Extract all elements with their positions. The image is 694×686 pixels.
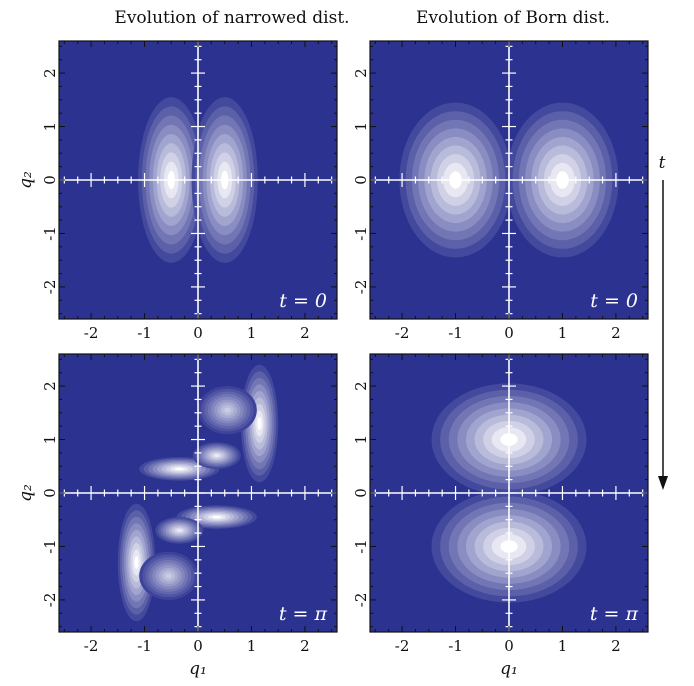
y-axis-label: q₂ <box>16 484 36 502</box>
y-tick-label: -2 <box>352 280 370 295</box>
contour-band <box>174 467 184 471</box>
density-lobe <box>176 505 257 529</box>
y-tick-label: 0 <box>41 175 59 185</box>
panel-time-label: t = 0 <box>279 290 327 312</box>
x-axis-label: q₁ <box>500 659 518 679</box>
panel-born-tpi: -2 -1 0 1 2 -2 -1 0 1 2 q₁ t = π <box>352 353 649 679</box>
time-axis: t <box>658 153 668 490</box>
y-axis-label: q₂ <box>16 171 36 189</box>
y-tick-label: 0 <box>41 488 59 498</box>
y-tick-label: 2 <box>41 68 59 78</box>
y-tick-label: 0 <box>352 488 370 498</box>
y-tick-label: -2 <box>41 593 59 608</box>
y-tick-label: -1 <box>41 539 59 554</box>
panel-time-label: t = π <box>590 603 639 625</box>
density-lobe <box>139 551 198 600</box>
x-tick-label: 2 <box>300 324 310 342</box>
density-lobe <box>192 442 241 469</box>
density-field <box>117 364 279 622</box>
density-lobe <box>198 386 257 435</box>
contour-band <box>165 573 172 579</box>
x-tick-label: 0 <box>504 324 514 342</box>
x-tick-label: 0 <box>193 637 203 655</box>
y-tick-label: 0 <box>352 175 370 185</box>
panel-narrowed-t0: -2 -1 0 1 2 -2 -1 0 1 2 q₂ t = 0 <box>16 40 338 342</box>
y-tick-label: 1 <box>352 122 370 132</box>
x-tick-label: 2 <box>300 637 310 655</box>
panel-time-label: t = π <box>279 603 328 625</box>
x-tick-label: -2 <box>84 637 99 655</box>
y-tick-label: 2 <box>41 381 59 391</box>
x-tick-label: 1 <box>558 324 568 342</box>
panel-time-label: t = 0 <box>590 290 638 312</box>
x-tick-label: -2 <box>84 324 99 342</box>
contour-band <box>212 515 222 519</box>
contour-band <box>224 407 231 413</box>
y-tick-label: -1 <box>352 539 370 554</box>
y-tick-label: 1 <box>352 435 370 445</box>
y-tick-label: -2 <box>41 280 59 295</box>
y-tick-label: 2 <box>352 381 370 391</box>
x-tick-label: 2 <box>611 637 621 655</box>
x-tick-label: -1 <box>448 324 463 342</box>
right-column-title: Evolution of Born dist. <box>416 8 610 28</box>
y-tick-label: -1 <box>41 226 59 241</box>
y-tick-label: 1 <box>41 122 59 132</box>
x-tick-label: 1 <box>247 637 257 655</box>
x-tick-label: 0 <box>193 324 203 342</box>
contour-band <box>214 454 220 458</box>
x-tick-label: -1 <box>137 637 152 655</box>
x-tick-label: -2 <box>395 637 410 655</box>
x-tick-label: -1 <box>448 637 463 655</box>
x-axis-label: q₁ <box>189 659 207 679</box>
density-lobe <box>155 517 204 544</box>
panel-narrowed-tpi: -2 -1 0 1 2 -2 -1 0 1 2 q₁ q₂ t = π <box>16 353 338 679</box>
x-tick-label: 1 <box>558 637 568 655</box>
y-tick-label: -1 <box>352 226 370 241</box>
contour-band <box>257 416 262 431</box>
x-tick-label: -2 <box>395 324 410 342</box>
density-lobe <box>240 364 279 483</box>
x-tick-label: 2 <box>611 324 621 342</box>
left-column-title: Evolution of narrowed dist. <box>114 8 349 28</box>
time-arrow-head <box>658 476 668 490</box>
contour-band <box>134 555 139 570</box>
y-tick-label: 1 <box>41 435 59 445</box>
y-tick-label: -2 <box>352 593 370 608</box>
x-tick-label: 1 <box>247 324 257 342</box>
contour-band <box>176 528 182 532</box>
x-tick-label: 0 <box>504 637 514 655</box>
x-tick-label: -1 <box>137 324 152 342</box>
y-tick-label: 2 <box>352 68 370 78</box>
panel-born-t0: -2 -1 0 1 2 -2 -1 0 1 2 t = 0 <box>352 40 649 342</box>
time-axis-label: t <box>659 153 666 173</box>
panels: -2 -1 0 1 2 -2 -1 0 1 2 q₂ t = 0 -2 -1 0 1 2 -2 -1 0 1 2 t = 0… <box>16 40 649 679</box>
